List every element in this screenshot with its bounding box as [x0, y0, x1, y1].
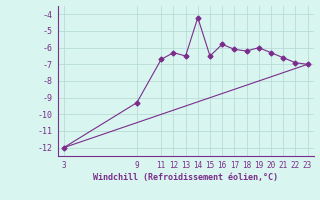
X-axis label: Windchill (Refroidissement éolien,°C): Windchill (Refroidissement éolien,°C) [93, 173, 278, 182]
